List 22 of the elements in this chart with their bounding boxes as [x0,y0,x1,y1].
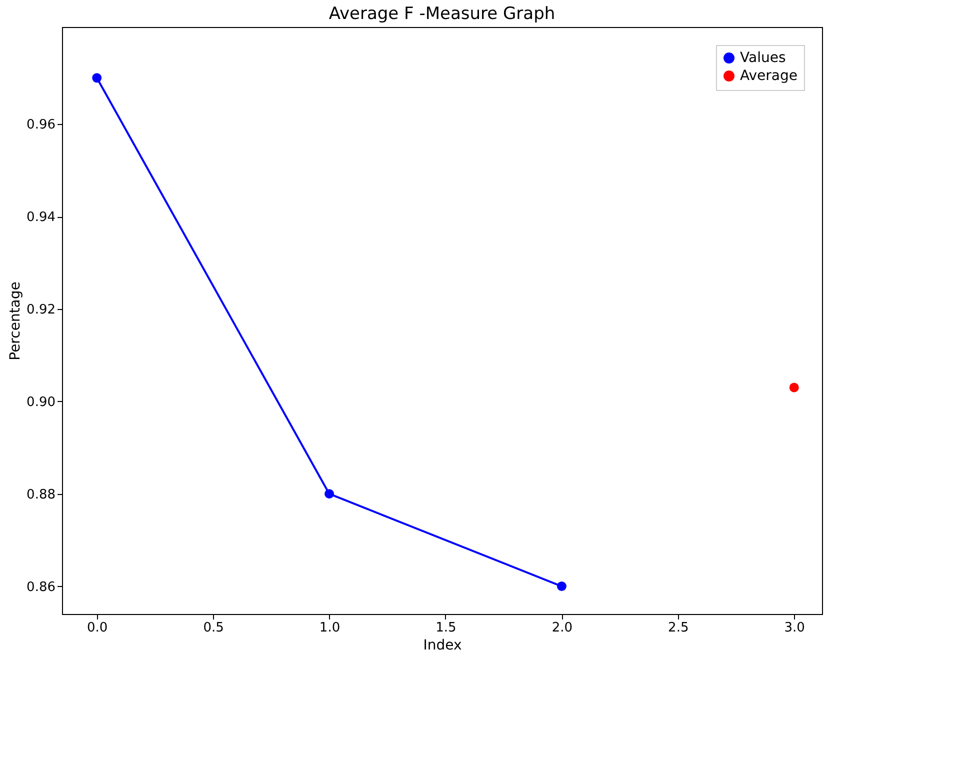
x-axis-title: Index [423,638,462,654]
chart-title: Average F -Measure Graph [328,4,556,24]
x-tick-label: 2.5 [668,620,689,636]
legend-label: Values [740,50,786,66]
y-tick-label: 0.86 [26,580,56,595]
y-tick-label: 0.94 [26,210,56,226]
legend-label: Average [740,68,798,84]
x-tick-label: 0.5 [203,620,224,636]
point [789,382,799,392]
x-tick-label: 1.0 [319,620,340,636]
x-tick-label: 3.0 [784,620,805,636]
x-tick-label: 0.0 [87,620,108,636]
y-tick-label: 0.92 [26,302,56,318]
x-tick-label: 1.5 [436,620,456,636]
y-tick-label: 0.90 [26,394,56,410]
point [556,582,566,591]
y-tick-label: 0.96 [26,118,56,133]
x-tick-label: 2.0 [552,620,573,636]
y-axis-title: Percentage [8,282,24,360]
point [92,73,102,83]
y-tick-label: 0.88 [26,487,56,502]
point [324,489,334,499]
